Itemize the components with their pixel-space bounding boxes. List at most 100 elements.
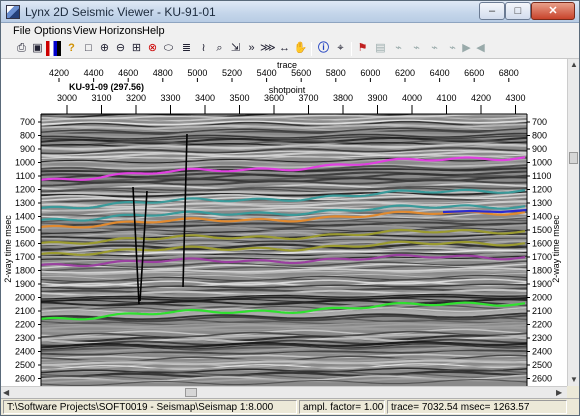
horizon-delete-icon[interactable]: ⌁ [449, 42, 456, 54]
fit-icon[interactable]: ⇲ [230, 42, 241, 54]
lasso-icon[interactable]: ⬭ [163, 42, 174, 54]
fault-line[interactable] [182, 133, 188, 288]
seismic-reflector [40, 132, 527, 140]
time-axis-label-left: 2-way time msec [3, 215, 13, 283]
horizontal-scroll-thumb[interactable] [185, 388, 197, 397]
seismic-reflector [40, 359, 528, 367]
seismic-reflector [40, 208, 528, 217]
shotpoint-tick-label: 4100 [436, 93, 456, 103]
pan-icon[interactable]: ✋ [293, 42, 308, 54]
seismic-reflector [40, 302, 528, 310]
printer-icon[interactable]: ⎙ [17, 42, 26, 54]
status-path: T:\Software Projects\SOFT0019 - Seismap\… [3, 400, 297, 414]
select-rect-icon[interactable]: □ [85, 42, 92, 54]
save-icon[interactable]: ▤ [375, 42, 386, 54]
seismic-reflector [40, 295, 528, 302]
menu-horizons[interactable]: Horizons [99, 25, 143, 37]
seismic-plot[interactable]: trace 4200 4400 4600 4800 5000 5200 5400 5600 580… [1, 59, 567, 387]
info-icon[interactable]: ⓘ [318, 42, 329, 54]
axis-header-bg [1, 59, 567, 114]
horizon-icon[interactable]: ⌁ [395, 42, 402, 54]
stretch-icon[interactable]: ⋙ [260, 42, 276, 54]
horizon-line[interactable] [40, 228, 526, 245]
stretch-horizontal-icon[interactable]: ↔ [279, 42, 290, 54]
menu-file[interactable]: File [13, 25, 31, 37]
seismic-reflector [40, 195, 528, 202]
time-tick-label-right: 2300 [532, 333, 552, 343]
horizon-auto-icon[interactable]: ⌁ [431, 42, 438, 54]
title-bar[interactable]: Lynx 2D Seismic Viewer - KU-91-01 – □ ✕ [1, 1, 579, 23]
horizon-add-icon[interactable]: ⌁ [413, 42, 420, 54]
minimize-button[interactable]: – [479, 2, 505, 20]
find-icon[interactable]: ⌕ [216, 42, 223, 54]
help-icon[interactable]: ? [68, 42, 75, 54]
seismic-view[interactable]: trace 4200 4400 4600 4800 5000 5200 5400 5600 580… [1, 59, 567, 387]
horizon-line[interactable] [40, 301, 526, 321]
seismic-reflector [40, 187, 528, 194]
time-tick-label-left: 1200 [15, 185, 35, 195]
close-button[interactable]: ✕ [531, 2, 575, 20]
trace-tick-label: 5400 [257, 68, 277, 78]
seismic-reflector [40, 222, 528, 230]
seismic-reflector [40, 130, 528, 139]
time-tick-label-left: 1100 [16, 171, 35, 181]
scroll-down-icon[interactable]: ▼ [570, 375, 578, 384]
menu-options[interactable]: Options [34, 25, 72, 37]
zoom-reset-icon[interactable]: ⊗ [147, 42, 158, 54]
fault-line[interactable] [132, 186, 140, 305]
time-tick-label-right: 700 [532, 117, 547, 127]
zoom-in-icon[interactable]: ⊕ [99, 42, 110, 54]
scroll-right-icon[interactable]: ▶ [556, 388, 563, 397]
status-scale-text: 1:8.000 [239, 402, 274, 413]
seismic-reflector [40, 167, 528, 174]
seismic-reflector [40, 310, 528, 319]
shotpoint-tick-label: 3900 [367, 93, 387, 103]
menu-view[interactable]: View [73, 25, 97, 37]
camera-icon[interactable]: ▣ [32, 42, 43, 54]
horizon-line[interactable] [40, 253, 526, 268]
horizon-line[interactable] [40, 156, 526, 181]
seismic-reflector [40, 224, 528, 233]
shotpoint-tick-label: 3100 [91, 93, 111, 103]
horizontal-scrollbar[interactable]: ◀ ▶ [1, 386, 567, 398]
horizon-line[interactable] [442, 208, 528, 214]
seismic-reflector [40, 346, 528, 355]
vertical-scrollbar[interactable]: ▲ ▼ [567, 59, 579, 386]
pick-icon[interactable]: ⚑ [357, 42, 368, 54]
trace-tick-label: 5200 [222, 68, 242, 78]
shotpoint-tick-label: 3200 [126, 93, 146, 103]
seismic-reflector [40, 221, 528, 228]
fault-line[interactable] [139, 190, 148, 302]
zoom-box-icon[interactable]: ⊞ [131, 42, 142, 54]
shotpoint-tick-label: 3400 [195, 93, 215, 103]
seismic-reflector [40, 161, 528, 168]
cursor-sample-icon[interactable]: ⌖ [337, 42, 344, 54]
trace-wiggle-icon[interactable]: ≀ [201, 42, 206, 54]
zoom-out-icon[interactable]: ⊖ [115, 42, 126, 54]
seismic-reflector [41, 304, 528, 313]
colorbar-icon[interactable] [46, 41, 61, 56]
seismic-reflector [40, 353, 528, 360]
play-icon[interactable]: ▶ [462, 42, 471, 54]
horizon-line[interactable] [40, 240, 526, 256]
scroll-up-icon[interactable]: ▲ [570, 60, 578, 69]
time-tick-label-right: 1400 [532, 212, 552, 222]
seismic-reflector [40, 120, 528, 129]
time-tick-label-right: 1000 [532, 158, 552, 168]
horizon-line[interactable] [40, 210, 526, 229]
vertical-scroll-thumb[interactable] [569, 152, 578, 164]
menu-help[interactable]: Help [142, 25, 165, 37]
stack-icon[interactable]: ≣ [181, 42, 192, 54]
horizon-line[interactable] [40, 204, 526, 222]
time-tick-label-right: 2600 [532, 374, 552, 384]
time-tick-label-left: 2500 [15, 360, 35, 370]
horizon-line[interactable] [40, 188, 526, 210]
time-tick-label-right: 1300 [532, 198, 552, 208]
fast-forward-icon[interactable]: » [248, 42, 255, 54]
scroll-left-icon[interactable]: ◀ [3, 388, 10, 397]
trace-tick-label: 6000 [360, 68, 380, 78]
seismic-reflector [40, 159, 528, 166]
seismic-reflector [40, 239, 528, 247]
maximize-button[interactable]: □ [505, 2, 531, 20]
back-icon[interactable]: ◀ [476, 42, 485, 54]
